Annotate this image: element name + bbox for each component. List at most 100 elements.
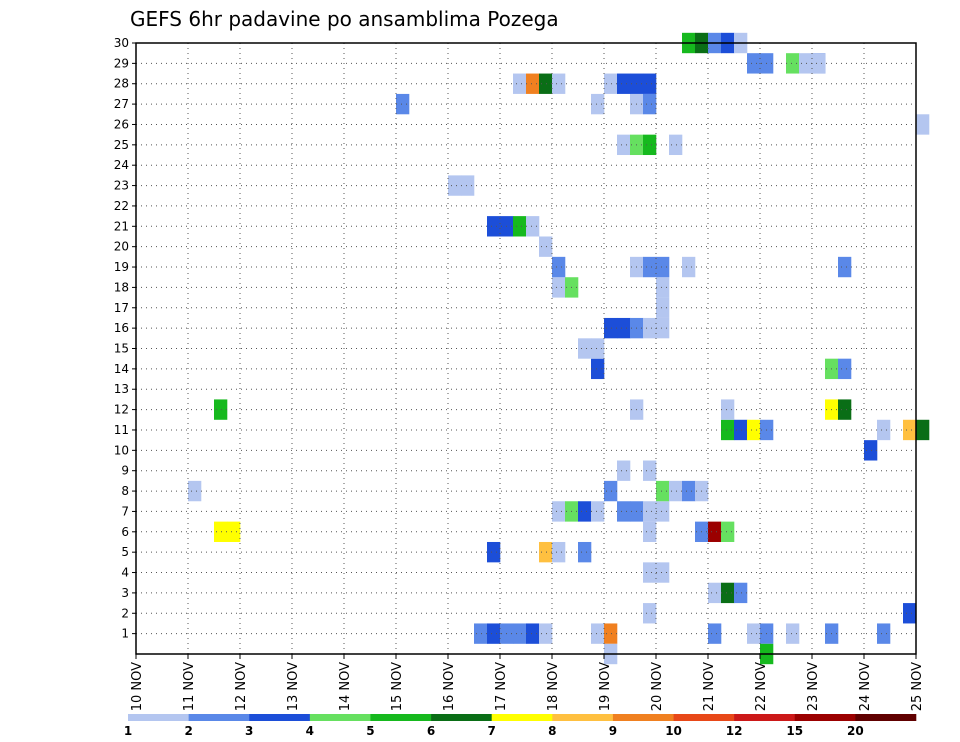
heatmap-cell [487, 623, 501, 644]
legend-swatch [794, 714, 856, 721]
heatmap-cell [669, 134, 683, 156]
legend-label: 10 [665, 724, 682, 738]
y-tick-label: 24 [114, 158, 129, 172]
chart-title: GEFS 6hr padavine po ansamblima Pozega [130, 7, 559, 31]
heatmap-cell [643, 501, 657, 522]
y-tick-label: 19 [114, 260, 129, 274]
x-tick-label: 23 NOV [806, 662, 821, 711]
y-tick-label: 15 [114, 342, 129, 356]
heatmap-cell [617, 460, 631, 481]
y-tick-label: 7 [121, 504, 129, 518]
heatmap-cell [617, 317, 631, 339]
y-tick-label: 8 [121, 484, 129, 498]
y-tick-label: 29 [114, 56, 129, 70]
x-tick-label: 12 NOV [234, 662, 249, 711]
y-tick-label: 18 [114, 280, 129, 294]
heatmap-cell [734, 419, 748, 441]
y-tick-label: 20 [114, 240, 129, 254]
heatmap-cell [526, 623, 540, 644]
heatmap-cell [656, 501, 670, 522]
heatmap-cell [461, 175, 475, 196]
heatmap-cell [877, 419, 891, 441]
y-tick-label: 27 [114, 97, 129, 111]
legend-swatch [188, 714, 250, 721]
legend-label: 1 [124, 724, 132, 738]
heatmap-cell [669, 480, 683, 502]
heatmap-cell [214, 521, 228, 542]
legend-label: 4 [306, 724, 314, 738]
heatmap-cell [916, 419, 930, 441]
heatmap-cell [877, 623, 891, 644]
heatmap-cell [578, 541, 592, 563]
heatmap-cell [643, 93, 657, 115]
heatmap-cell [474, 623, 488, 644]
heatmap-cell [591, 501, 605, 522]
y-tick-label: 5 [121, 545, 129, 559]
legend-swatch [128, 714, 189, 721]
x-tick-label: 20 NOV [650, 662, 665, 711]
x-tick-label: 25 NOV [910, 662, 925, 711]
heatmap-cell [656, 277, 670, 298]
legend-label: 2 [184, 724, 192, 738]
heatmap-cell [526, 73, 540, 94]
heatmap-cell [838, 358, 852, 380]
heatmap-cell [643, 521, 657, 542]
y-axis-ticks: 1234567891011121314151617181920212223242… [114, 36, 136, 641]
heatmap-cell [214, 399, 228, 420]
heatmap-cell [396, 93, 410, 115]
heatmap-cell [656, 317, 670, 339]
heatmap-cell [838, 399, 852, 420]
heatmap-cell [643, 460, 657, 481]
heatmap-cell [188, 480, 202, 502]
heatmap-cell [838, 256, 852, 278]
heatmap-cell [682, 480, 696, 502]
legend-swatch [734, 714, 796, 721]
heatmap-cell [643, 256, 657, 278]
x-axis-ticks: 10 NOV 11 NOV 12 NOV 13 NOV 14 NOV 15 NOV 16 N… [130, 654, 925, 711]
heatmap-cell [617, 134, 631, 156]
heatmap-cells [188, 32, 930, 665]
y-tick-label: 9 [121, 464, 129, 478]
grid-lines [136, 42, 916, 654]
heatmap-cell [591, 358, 605, 380]
heatmap-cell [721, 399, 735, 420]
y-tick-label: 14 [114, 362, 129, 376]
legend-label: 8 [548, 724, 556, 738]
y-tick-label: 25 [114, 138, 129, 152]
heatmap-cell [578, 501, 592, 522]
heatmap-cell [656, 256, 670, 278]
heatmap-cell [578, 338, 592, 359]
x-tick-label: 16 NOV [442, 662, 457, 711]
y-tick-label: 10 [114, 443, 129, 457]
heatmap-cell [513, 623, 527, 644]
heatmap-cell [721, 419, 735, 441]
x-tick-label: 18 NOV [546, 662, 561, 711]
heatmap-cell [539, 541, 553, 563]
y-tick-label: 1 [121, 627, 129, 641]
legend-swatch [855, 714, 917, 721]
heatmap-cell [747, 419, 761, 441]
x-tick-label: 19 NOV [598, 662, 613, 711]
legend-swatch [612, 714, 674, 721]
heatmap-cell [487, 216, 501, 237]
heatmap-cell [539, 73, 553, 94]
heatmap-cell [448, 175, 462, 196]
heatmap-cell [604, 317, 618, 339]
legend-swatch [431, 714, 492, 721]
y-tick-label: 22 [114, 199, 129, 213]
heatmap-cell [656, 297, 670, 318]
y-tick-label: 26 [114, 117, 129, 131]
heatmap-cell [903, 603, 917, 624]
heatmap-cell [604, 73, 618, 94]
heatmap-cell [552, 541, 566, 563]
x-tick-label: 13 NOV [286, 662, 301, 711]
heatmap-cell [721, 582, 735, 604]
heatmap-cell [591, 93, 605, 115]
y-tick-label: 12 [114, 403, 129, 417]
heatmap-cell [552, 73, 566, 94]
heatmap-cell [656, 562, 670, 583]
legend-label: 5 [366, 724, 374, 738]
heatmap-cell [812, 53, 826, 74]
x-tick-label: 11 NOV [182, 662, 197, 711]
